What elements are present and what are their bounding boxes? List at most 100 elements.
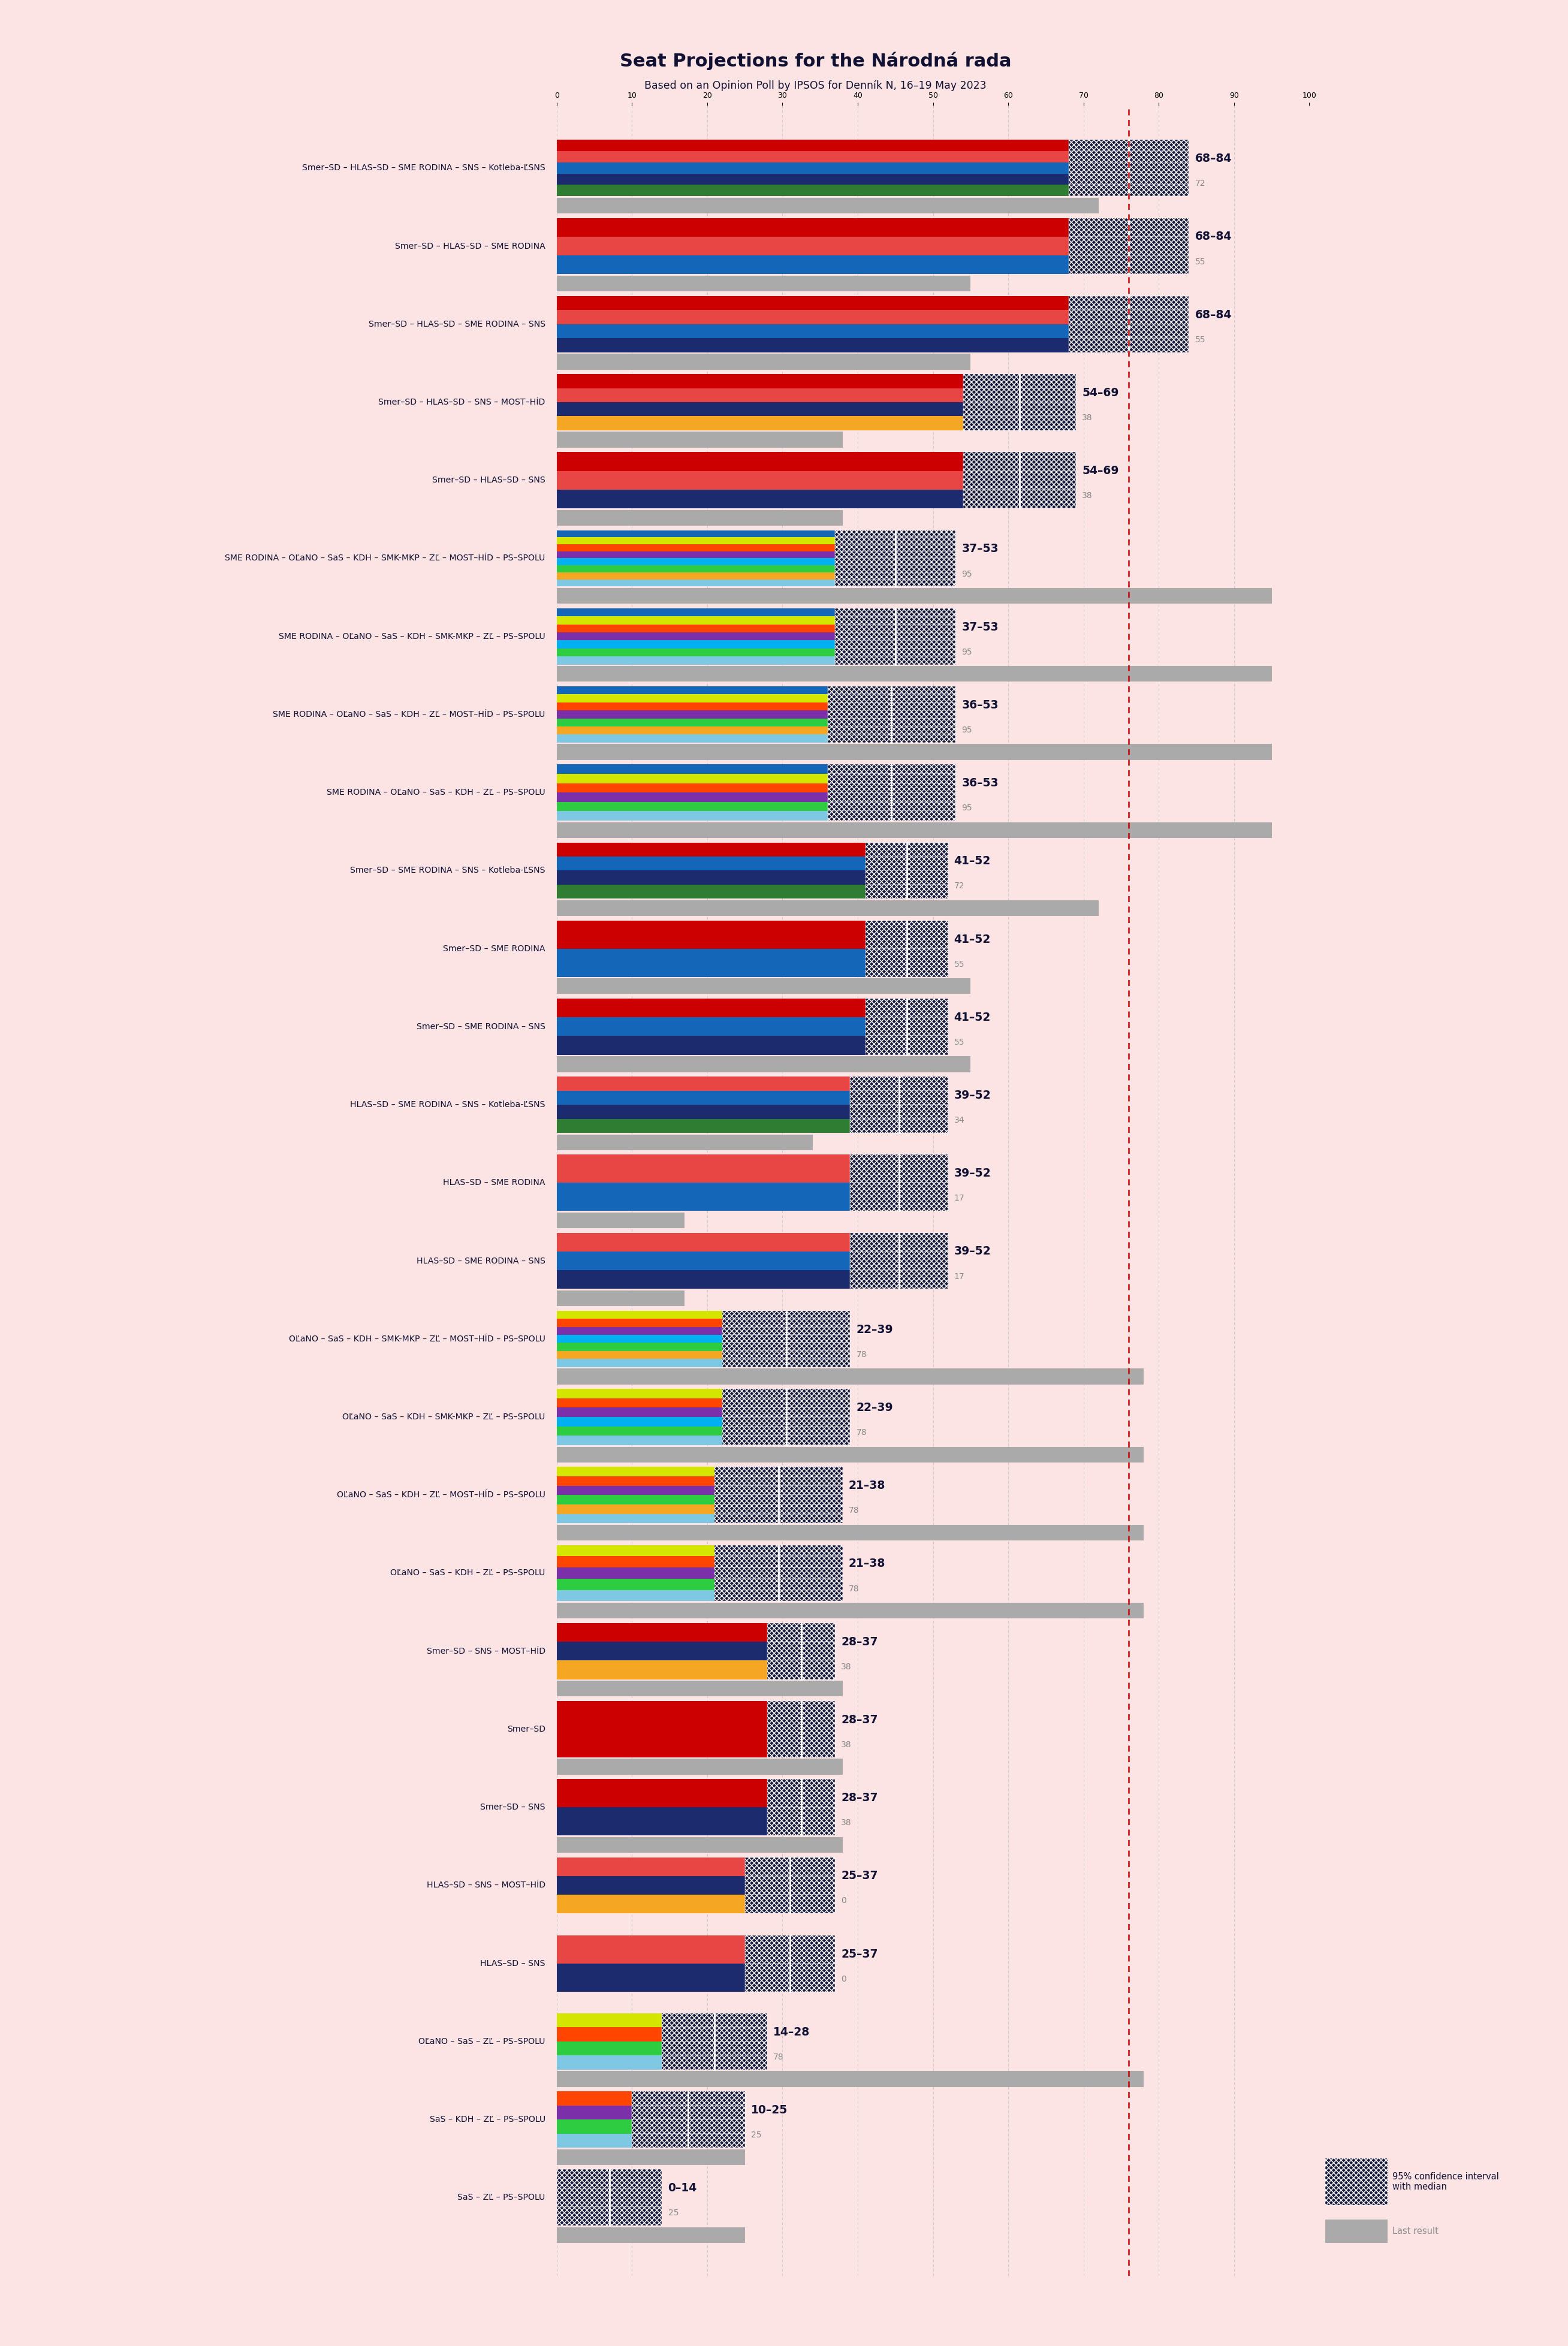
Bar (715, 1546, 842, 1555)
Text: 21–38: 21–38 (848, 1480, 886, 1492)
Bar (715, 1591, 842, 1602)
Bar (1068, 162, 1189, 174)
Text: 68–84: 68–84 (1195, 230, 1232, 242)
Bar (557, 1806, 767, 1835)
Text: HLAS–SD – SNS – MOST–HÍD: HLAS–SD – SNS – MOST–HÍD (426, 1881, 546, 1889)
Bar (836, 544, 955, 551)
Bar (557, 1494, 715, 1504)
Bar (1068, 310, 1189, 324)
Text: 17: 17 (953, 1194, 964, 1203)
Bar (723, 1436, 850, 1445)
Text: Smer–SD – HLAS–SD – SME RODINA: Smer–SD – HLAS–SD – SME RODINA (395, 242, 546, 251)
Bar (557, 694, 828, 701)
Bar (557, 718, 828, 727)
Text: 37–53: 37–53 (961, 622, 999, 633)
Bar (557, 744, 1272, 760)
Text: OĽaNO – SaS – KDH – SMK-MKP – ZĽ – PS–SPOLU: OĽaNO – SaS – KDH – SMK-MKP – ZĽ – PS–SP… (342, 1412, 546, 1422)
Bar (557, 1368, 1143, 1384)
Bar (557, 310, 1068, 324)
Bar (557, 1935, 745, 1964)
Bar (557, 572, 836, 579)
Text: 28–37: 28–37 (840, 1635, 878, 1647)
Bar (715, 1504, 842, 1513)
Bar (715, 1494, 842, 1504)
Text: 38: 38 (1082, 413, 1093, 422)
Bar (557, 734, 828, 744)
Bar (836, 551, 955, 558)
Bar (557, 856, 866, 870)
Bar (557, 711, 828, 718)
Bar (557, 2055, 662, 2069)
Bar (715, 1567, 842, 1579)
Text: Smer–SD – SNS: Smer–SD – SNS (480, 1804, 546, 1811)
Bar (557, 1056, 971, 1072)
Bar (557, 589, 1272, 603)
Bar (836, 640, 955, 647)
Bar (557, 174, 1068, 185)
Bar (715, 1579, 842, 1591)
Bar (836, 572, 955, 579)
Bar (828, 687, 955, 694)
Text: 95: 95 (961, 805, 972, 812)
Text: SME RODINA – OĽaNO – SaS – KDH – SMK-MKP – ZĽ – MOST–HÍD – PS–SPOLU: SME RODINA – OĽaNO – SaS – KDH – SMK-MKP… (226, 554, 546, 563)
Bar (828, 812, 955, 821)
Bar (557, 1077, 850, 1091)
Bar (963, 373, 1076, 387)
Bar (557, 617, 836, 624)
Bar (557, 774, 828, 784)
Bar (557, 1398, 723, 1408)
Bar (1068, 174, 1189, 185)
Bar (632, 2118, 745, 2133)
Bar (557, 2041, 662, 2055)
Bar (866, 842, 949, 856)
Bar (557, 1579, 715, 1591)
Bar (557, 338, 1068, 352)
Bar (557, 296, 1068, 310)
Bar (557, 509, 842, 526)
Bar (828, 727, 955, 734)
Bar (715, 1513, 842, 1523)
Bar (557, 1105, 850, 1119)
Text: OĽaNO – SaS – KDH – SMK-MKP – ZĽ – MOST–HÍD – PS–SPOLU: OĽaNO – SaS – KDH – SMK-MKP – ZĽ – MOST–… (289, 1335, 546, 1344)
Bar (557, 490, 963, 509)
Text: Smer–SD – SNS – MOST–HÍD: Smer–SD – SNS – MOST–HÍD (426, 1647, 546, 1656)
Text: 39–52: 39–52 (953, 1089, 991, 1100)
Bar (557, 1447, 1143, 1462)
Bar (557, 472, 963, 490)
Text: 39–52: 39–52 (953, 1246, 991, 1257)
Bar (723, 1311, 850, 1318)
Bar (557, 185, 1068, 197)
Bar (866, 1018, 949, 1037)
Bar (557, 633, 836, 640)
Bar (723, 1328, 850, 1335)
Text: 28–37: 28–37 (840, 1715, 878, 1727)
Bar (1068, 150, 1189, 162)
Bar (557, 551, 836, 558)
Text: SaS – KDH – ZĽ – PS–SPOLU: SaS – KDH – ZĽ – PS–SPOLU (430, 2116, 546, 2123)
Text: 25: 25 (751, 2130, 762, 2140)
Text: 39–52: 39–52 (953, 1168, 991, 1180)
Bar (850, 1105, 949, 1119)
Bar (963, 387, 1076, 401)
Bar (557, 793, 828, 802)
Text: 54–69: 54–69 (1082, 465, 1120, 476)
Bar (557, 530, 836, 537)
Text: HLAS–SD – SME RODINA: HLAS–SD – SME RODINA (444, 1178, 546, 1187)
Text: HLAS–SD – SME RODINA – SNS – Kotleba-ĽSNS: HLAS–SD – SME RODINA – SNS – Kotleba-ĽSN… (350, 1100, 546, 1110)
Bar (767, 1623, 836, 1642)
Bar (1068, 324, 1189, 338)
Bar (1068, 218, 1189, 237)
Bar (557, 1778, 767, 1806)
Bar (557, 884, 866, 899)
Bar (557, 2189, 662, 2208)
Bar (836, 558, 955, 565)
Bar (557, 624, 836, 633)
Text: SME RODINA – OĽaNO – SaS – KDH – ZĽ – PS–SPOLU: SME RODINA – OĽaNO – SaS – KDH – ZĽ – PS… (326, 788, 546, 798)
Bar (662, 2041, 767, 2055)
Bar (745, 1858, 836, 1877)
Bar (850, 1269, 949, 1288)
Text: SME RODINA – OĽaNO – SaS – KDH – ZĽ – MOST–HÍD – PS–SPOLU: SME RODINA – OĽaNO – SaS – KDH – ZĽ – MO… (273, 711, 546, 718)
Bar (557, 842, 866, 856)
Bar (557, 1135, 812, 1150)
Bar (557, 901, 1099, 915)
